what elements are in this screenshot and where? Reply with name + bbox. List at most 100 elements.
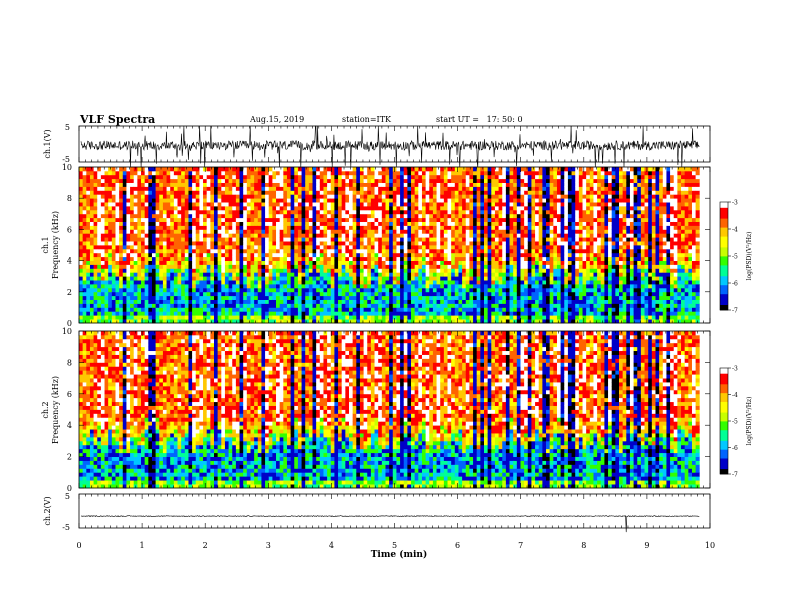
ch1-spectrogram-cell — [210, 276, 215, 281]
ch1-spectrogram-cell — [224, 311, 229, 316]
ch1-spectrogram-cell — [454, 272, 459, 277]
ch1-spectrogram-cell — [465, 167, 470, 172]
ch1-spectrogram-cell — [498, 311, 503, 316]
ch1-spectrogram-cell — [93, 225, 98, 230]
ch1-spectrogram-cell — [301, 233, 306, 238]
ch1-spectrogram-cell — [389, 264, 394, 269]
ch1-spectrogram-cell — [363, 303, 368, 308]
ch1-spectrogram-cell — [100, 260, 105, 265]
ch1-spectrogram-cell — [359, 260, 364, 265]
ch1-spectrogram-cell — [487, 233, 492, 238]
ch1-spectrogram-cell — [221, 315, 226, 320]
ch1-spectrogram-cell — [454, 178, 459, 183]
ch1-spectrogram-cell — [458, 295, 463, 300]
ch1-spectrogram-cell — [214, 319, 219, 324]
ch1-spectrogram-cell — [356, 315, 361, 320]
ch1-spectrogram-cell — [173, 248, 178, 254]
ch1-spectrogram-cell — [261, 221, 266, 226]
ch1-spectrogram-cell — [82, 245, 87, 250]
ch1-spectrogram-cell — [385, 213, 390, 219]
ch1-spectrogram-cell — [144, 182, 149, 187]
ch1-spectrogram-cell — [86, 295, 91, 300]
ch1-spectrogram-cell — [498, 264, 503, 269]
ch1-spectrogram-cell — [513, 315, 518, 320]
ch1-spectrogram-cell — [206, 225, 211, 230]
ch1-spectrogram-cell — [341, 315, 346, 320]
ch1-spectrogram-cell — [210, 182, 215, 187]
ch1-spectrogram-cell — [487, 307, 492, 312]
ch1-spectrogram-cell — [411, 170, 416, 176]
ch1-spectrogram-cell — [319, 303, 324, 308]
ch1-spectrogram-cell — [144, 260, 149, 265]
ch1-spectrogram-cell — [469, 280, 474, 285]
ch1-spectrogram-cell — [421, 170, 427, 176]
ch1-spectrogram-cell — [217, 272, 222, 277]
ch1-spectrogram-cell — [374, 229, 379, 234]
ch1-spectrogram-cell — [363, 190, 368, 195]
ch1-spectrogram-cell — [352, 319, 357, 324]
ch1-spectrogram-cell — [305, 284, 310, 289]
ch1-spectrogram-cell — [173, 170, 178, 176]
ch1-spectrogram-cell — [429, 229, 434, 234]
ch1-spectrogram-cell — [356, 252, 361, 258]
ch1-spectrogram-cell — [436, 213, 441, 219]
ch1-spectrogram-cell — [356, 299, 361, 304]
ch1-spectrogram-cell — [294, 170, 299, 176]
ch1-spectrogram-cell — [305, 182, 310, 187]
ch1-spectrogram-cell — [476, 315, 481, 320]
ch1-spectrogram-cell — [199, 252, 204, 258]
ch1-spectrogram-cell — [217, 295, 222, 300]
ch1-spectrogram-cell — [480, 198, 485, 203]
ch1-spectrogram-cell — [93, 248, 98, 254]
ch1-spectrogram-cell — [104, 182, 109, 187]
ch1-spectrogram-cell — [312, 299, 317, 304]
ch1-spectrogram-cell — [250, 311, 255, 316]
ch1-spectrogram-cell — [505, 315, 510, 320]
ch1-spectrogram-cell — [341, 209, 346, 215]
ch1-spectrogram-cell — [86, 190, 91, 195]
ch1-spectrogram-cell — [330, 190, 335, 195]
ch1-spectrogram-cell — [505, 241, 510, 246]
ch1-spectrogram-cell — [425, 303, 430, 308]
ch1-spectrogram-cell — [294, 209, 299, 215]
ch1-spectrogram-cell — [359, 280, 364, 285]
ch1-spectrogram-cell — [385, 248, 390, 254]
ch1-spectrogram-cell — [265, 225, 270, 230]
ch1-spectrogram-cell — [381, 213, 386, 219]
ch1-spectrogram-cell — [392, 217, 397, 222]
ch1-spectrogram-cell — [418, 260, 423, 265]
ch1-spectrogram-cell — [243, 299, 248, 304]
ch1-spectrogram-cell — [224, 170, 229, 176]
ch1-spectrogram-cell — [100, 182, 105, 187]
ch1-spectrogram-cell — [400, 280, 405, 285]
ch1-spectrogram-cell — [469, 206, 474, 211]
ch1-spectrogram-cell — [429, 241, 434, 246]
ch1-spectrogram-cell — [141, 221, 146, 226]
ch1-spectrogram-cell — [93, 233, 98, 238]
ch1-spectrogram-cell — [246, 213, 251, 219]
ch1-spectrogram-cell — [396, 174, 401, 180]
ch1-spectrogram-cell — [86, 256, 91, 261]
ch1-spectrogram-cell — [465, 272, 470, 277]
ch1-spectrogram-cell — [206, 206, 211, 211]
ch1-spectrogram-cell — [203, 178, 208, 183]
ch1-spectrogram-cell — [432, 225, 437, 230]
ch1-spectrogram-cell — [210, 233, 215, 238]
ch1-spectrogram-cell — [82, 287, 87, 293]
ch1-spectrogram-cell — [144, 209, 149, 215]
ch1-spectrogram-cell — [505, 291, 510, 297]
ch1-spectrogram-cell — [144, 311, 149, 316]
ch1-spectrogram-cell — [494, 194, 499, 199]
ch1-spectrogram-cell — [177, 260, 182, 265]
ch1-spectrogram-cell — [126, 291, 131, 297]
ch1-spectrogram-cell — [451, 252, 456, 258]
ch1-spectrogram-cell — [254, 167, 259, 172]
ch1-spectrogram-cell — [119, 186, 124, 191]
ch1-spectrogram-cell — [104, 280, 109, 285]
ch1-spectrogram-cell — [491, 319, 496, 324]
ch1-spectrogram-cell — [195, 307, 200, 312]
ch1-spectrogram-cell — [104, 284, 109, 289]
ch1-spectrogram-cell — [505, 237, 510, 242]
ch1-spectrogram-cell — [246, 178, 251, 183]
ch1-spectrogram-cell — [494, 229, 499, 234]
